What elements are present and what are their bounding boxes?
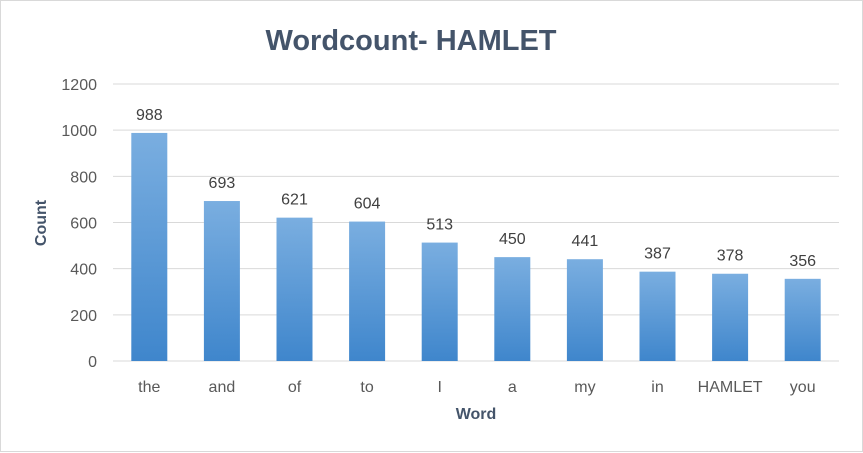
data-label: 356 [789,253,816,270]
x-tick-label: in [651,379,663,396]
x-tick-label: you [790,379,816,396]
x-tick-label: and [209,379,236,396]
data-label: 693 [209,175,236,192]
x-tick-label: HAMLET [698,379,763,396]
data-label: 378 [717,248,744,265]
y-tick-label: 200 [70,308,97,325]
y-tick-label: 600 [70,216,97,233]
data-label: 387 [644,246,671,263]
x-tick-label: the [138,379,160,396]
y-tick-label: 1000 [61,123,97,140]
x-tick-label: to [360,379,373,396]
bar-you [784,278,821,361]
x-tick-label: I [437,379,441,396]
chart-title: Wordcount- HAMLET [265,25,556,57]
x-tick-label: of [288,379,302,396]
bar-in [639,271,676,361]
y-tick-label: 400 [70,262,97,279]
bar-to [349,221,386,361]
data-label: 988 [136,107,163,124]
bar-of [276,217,313,361]
x-axis-title: Word [456,406,497,423]
y-axis-ticks: 0 200 400 600 800 1000 1200 [61,77,97,371]
data-label: 604 [354,196,381,213]
y-tick-label: 0 [88,354,97,371]
bar-my [566,259,603,361]
y-tick-label: 800 [70,169,97,186]
data-label: 450 [499,231,526,248]
bar-the [131,132,168,361]
y-tick-label: 1200 [61,77,97,94]
y-axis-title: Count [33,199,50,246]
bar-i [421,242,458,361]
data-label: 513 [426,217,453,234]
data-label: 441 [572,233,599,250]
x-tick-label: a [508,379,517,396]
bar-hamlet [712,273,749,361]
x-tick-label: my [574,379,595,396]
data-labels: 988 693 621 604 513 450 441 387 378 356 [136,107,816,270]
bar-a [494,257,531,361]
bars [131,132,821,361]
bar-and [203,201,240,361]
data-label: 621 [281,192,308,209]
